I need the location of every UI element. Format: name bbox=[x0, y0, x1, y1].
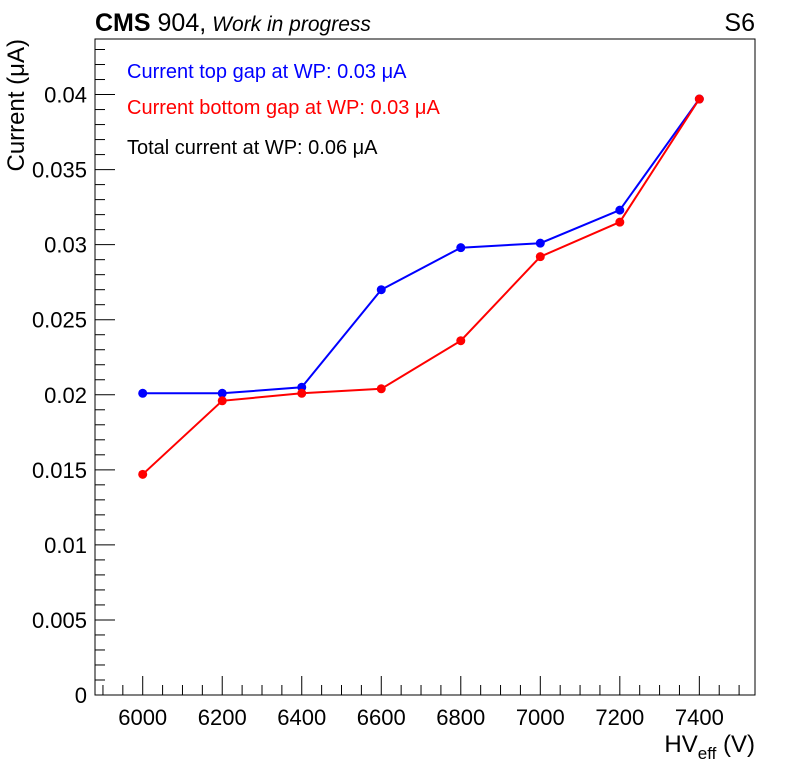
y-tick-label: 0.04 bbox=[44, 83, 87, 108]
annotation-top-gap: Current top gap at WP: 0.03 μA bbox=[127, 61, 407, 83]
series-0-point bbox=[376, 285, 386, 295]
series-1-point bbox=[456, 336, 466, 346]
status-label: Work in progress bbox=[212, 13, 371, 36]
series-1-line bbox=[142, 98, 701, 476]
x-axis-label: HVeff (V) bbox=[664, 731, 755, 763]
series-1-point bbox=[376, 384, 386, 394]
experiment-label: CMS bbox=[95, 9, 151, 37]
series-1-point bbox=[138, 469, 148, 479]
y-tick-label: 0.02 bbox=[44, 383, 87, 408]
x-tick-label: 6200 bbox=[198, 705, 247, 730]
y-tick-label: 0.005 bbox=[32, 608, 87, 633]
series-0-point bbox=[535, 238, 545, 248]
y-tick-label: 0.035 bbox=[32, 158, 87, 183]
x-tick-label: 7400 bbox=[675, 705, 724, 730]
y-tick-label: 0.025 bbox=[32, 308, 87, 333]
sector-tag: S6 bbox=[724, 9, 755, 37]
x-tick-label: 6400 bbox=[277, 705, 326, 730]
y-tick-label: 0.01 bbox=[44, 533, 87, 558]
annotation-total: Total current at WP: 0.06 μA bbox=[127, 137, 378, 159]
x-axis-label-main: HV bbox=[664, 731, 697, 758]
x-tick-label: 7200 bbox=[595, 705, 644, 730]
axis-ticks bbox=[95, 49, 740, 696]
series-layer bbox=[138, 94, 704, 479]
y-tick-label: 0 bbox=[75, 683, 87, 708]
series-1-point bbox=[694, 94, 704, 104]
series-0-point bbox=[138, 388, 148, 398]
series-1-point bbox=[217, 396, 227, 406]
y-tick-label: 0.015 bbox=[32, 458, 87, 483]
y-axis-label: Current (μA) bbox=[3, 39, 30, 172]
x-tick-label: 6600 bbox=[357, 705, 406, 730]
site-label: 904, bbox=[151, 9, 207, 37]
header-label: CMS 904, Work in progress bbox=[95, 9, 371, 37]
x-tick-label: 7000 bbox=[516, 705, 565, 730]
y-tick-label: 0.03 bbox=[44, 233, 87, 258]
x-axis-label-subscript: eff bbox=[698, 744, 717, 763]
series-0-point bbox=[456, 243, 466, 253]
annotation-bottom-gap: Current bottom gap at WP: 0.03 μA bbox=[127, 97, 440, 119]
series-1-point bbox=[297, 388, 307, 398]
x-tick-label: 6800 bbox=[436, 705, 485, 730]
series-0-point bbox=[217, 388, 227, 398]
x-axis-label-unit: (V) bbox=[716, 731, 755, 758]
series-0-line bbox=[142, 98, 701, 395]
series-1-point bbox=[535, 252, 545, 262]
y-tick-labels: 0 0.005 0.01 0.015 0.02 0.025 0.03 0.035 0.04 bbox=[32, 83, 87, 708]
plot-frame bbox=[94, 38, 756, 696]
series-1-point bbox=[615, 217, 625, 227]
x-tick-label: 6000 bbox=[118, 705, 167, 730]
series-0-point bbox=[615, 205, 625, 215]
x-tick-labels: 6000 6200 6400 6600 6800 7000 7200 7400 bbox=[118, 705, 724, 730]
